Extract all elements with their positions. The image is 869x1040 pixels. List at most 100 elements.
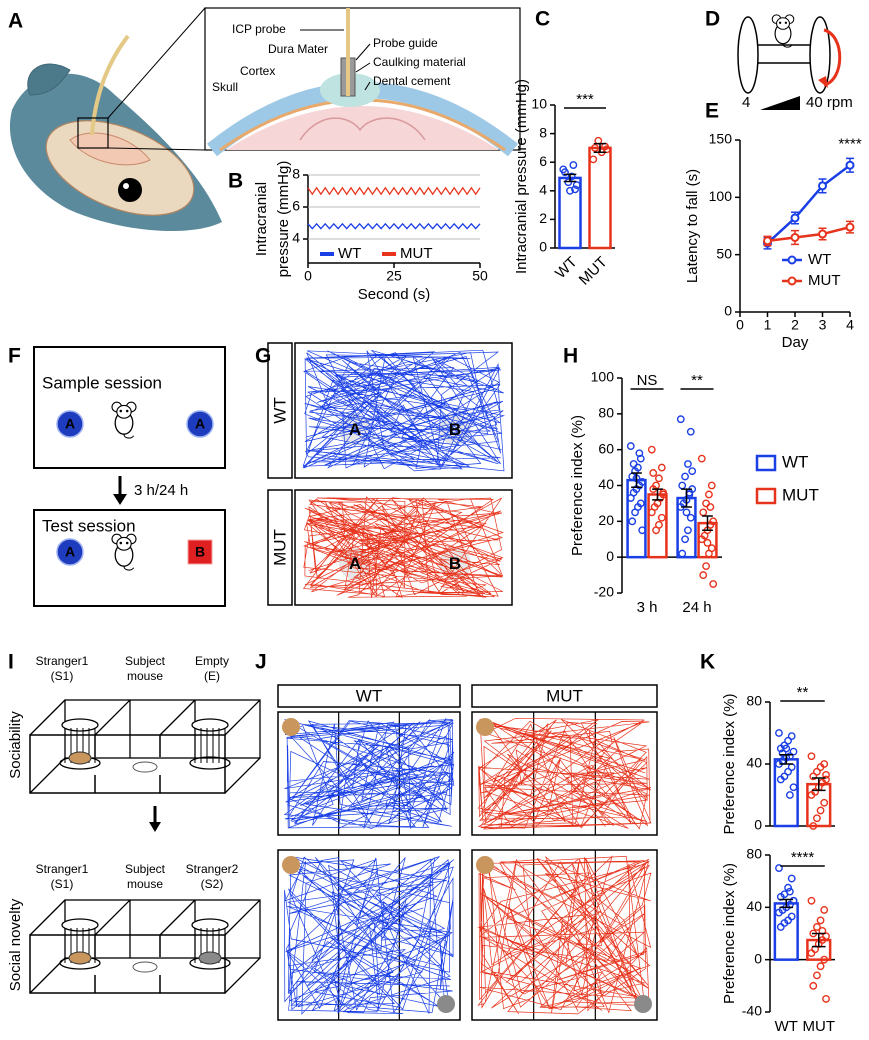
y-tick-label: 50 [716, 245, 732, 261]
data-point [647, 508, 656, 517]
data-point [809, 772, 818, 781]
data-point [809, 822, 818, 830]
data-point [816, 806, 825, 815]
error-bar [563, 173, 577, 183]
data-point [684, 526, 692, 535]
legend-label: MUT [400, 245, 433, 262]
rotation-arrowhead [818, 76, 828, 88]
inset-label: Dental cement [373, 74, 451, 88]
chamber-label: Subject [125, 862, 166, 876]
panel-label: I [8, 651, 14, 674]
y-tick-label: -20 [594, 584, 614, 600]
data-point [626, 494, 635, 502]
data-point [785, 887, 794, 896]
data-point [784, 883, 792, 892]
panel-label: D [705, 8, 720, 31]
chamber-edge [224, 899, 261, 936]
data-point [706, 503, 715, 511]
chamber-front [29, 934, 226, 994]
data-point [703, 538, 712, 547]
zoom-box [77, 117, 109, 149]
speed-label: 40 rpm [806, 94, 853, 111]
panel-label: B [228, 170, 243, 193]
probe [90, 34, 130, 136]
data-point [602, 145, 611, 154]
zoom-line [107, 7, 206, 119]
y-tick-label: 0 [724, 303, 732, 319]
stranger-icon [476, 856, 494, 874]
data-point [782, 744, 791, 753]
data-point [702, 499, 710, 508]
data-point [775, 864, 783, 872]
chamber-edge [224, 699, 261, 736]
data-point [809, 981, 818, 990]
error-bar [652, 488, 663, 501]
data-point [647, 445, 656, 454]
legend-label: WT [808, 251, 831, 268]
inset-label: Probe guide [373, 36, 438, 50]
group-tab [267, 489, 293, 606]
inset-label: ICP probe [232, 22, 286, 36]
object-label: A [195, 416, 205, 432]
subject-mouse [132, 961, 158, 973]
data-point [705, 490, 713, 499]
stranger-icon [282, 856, 300, 874]
group-label: MUT [270, 529, 289, 566]
y-tick-label: 4 [539, 182, 547, 198]
y-tick-label: 60 [598, 440, 614, 456]
inset-label: Dura Mater [268, 42, 328, 56]
trajectory [302, 496, 505, 599]
session-title: Sample session [42, 373, 162, 392]
significance: *** [576, 91, 594, 108]
marker [763, 236, 772, 246]
trajectory [284, 856, 455, 1015]
rotarod-rod [747, 44, 821, 64]
zoom-line [107, 147, 206, 151]
data-point [566, 186, 574, 195]
bar [647, 493, 668, 559]
chamber-edge [224, 957, 261, 994]
marker [845, 160, 855, 170]
data-point [638, 526, 647, 535]
data-point [657, 463, 666, 472]
arrowhead [149, 822, 161, 832]
y-tick-label: 0 [539, 239, 547, 255]
marker [790, 232, 800, 242]
series-line [767, 225, 851, 243]
mouse-icon [111, 401, 137, 439]
panel-label: J [255, 651, 267, 674]
panel-label: G [255, 345, 271, 368]
object-label: A [65, 544, 75, 560]
panel-label: E [705, 100, 719, 123]
y-tick-label: 100 [709, 188, 733, 204]
inset-label: Skull [212, 80, 238, 94]
error-bar [631, 472, 642, 489]
marker [790, 213, 800, 223]
chamber-label: Empty [195, 654, 229, 668]
x-tick-label: 1 [764, 317, 772, 333]
leader-line [364, 81, 371, 91]
data-point [589, 155, 598, 164]
marker [845, 222, 855, 232]
series-line [307, 222, 481, 230]
y-axis-label: Preference index (%) [721, 694, 738, 835]
y-tick-label: 40 [598, 476, 614, 492]
y-tick-label: 0 [754, 950, 762, 966]
panel-label: F [8, 345, 21, 368]
data-point [807, 949, 816, 958]
data-point [572, 181, 581, 189]
chamber-edge [29, 757, 66, 794]
data-point [778, 749, 787, 758]
legend-swatch [755, 487, 777, 505]
speed-label: 4 [742, 94, 750, 111]
stranger-mouse [68, 951, 92, 965]
trajectory [477, 855, 652, 1015]
chamber-edge [224, 757, 261, 794]
data-point [775, 729, 783, 737]
data-point [822, 995, 830, 1003]
bar [773, 902, 799, 961]
arrowhead [113, 494, 127, 505]
y-tick-label: 40 [746, 755, 762, 771]
chamber-edge [29, 899, 66, 936]
y-tick-label: 0 [754, 817, 762, 833]
